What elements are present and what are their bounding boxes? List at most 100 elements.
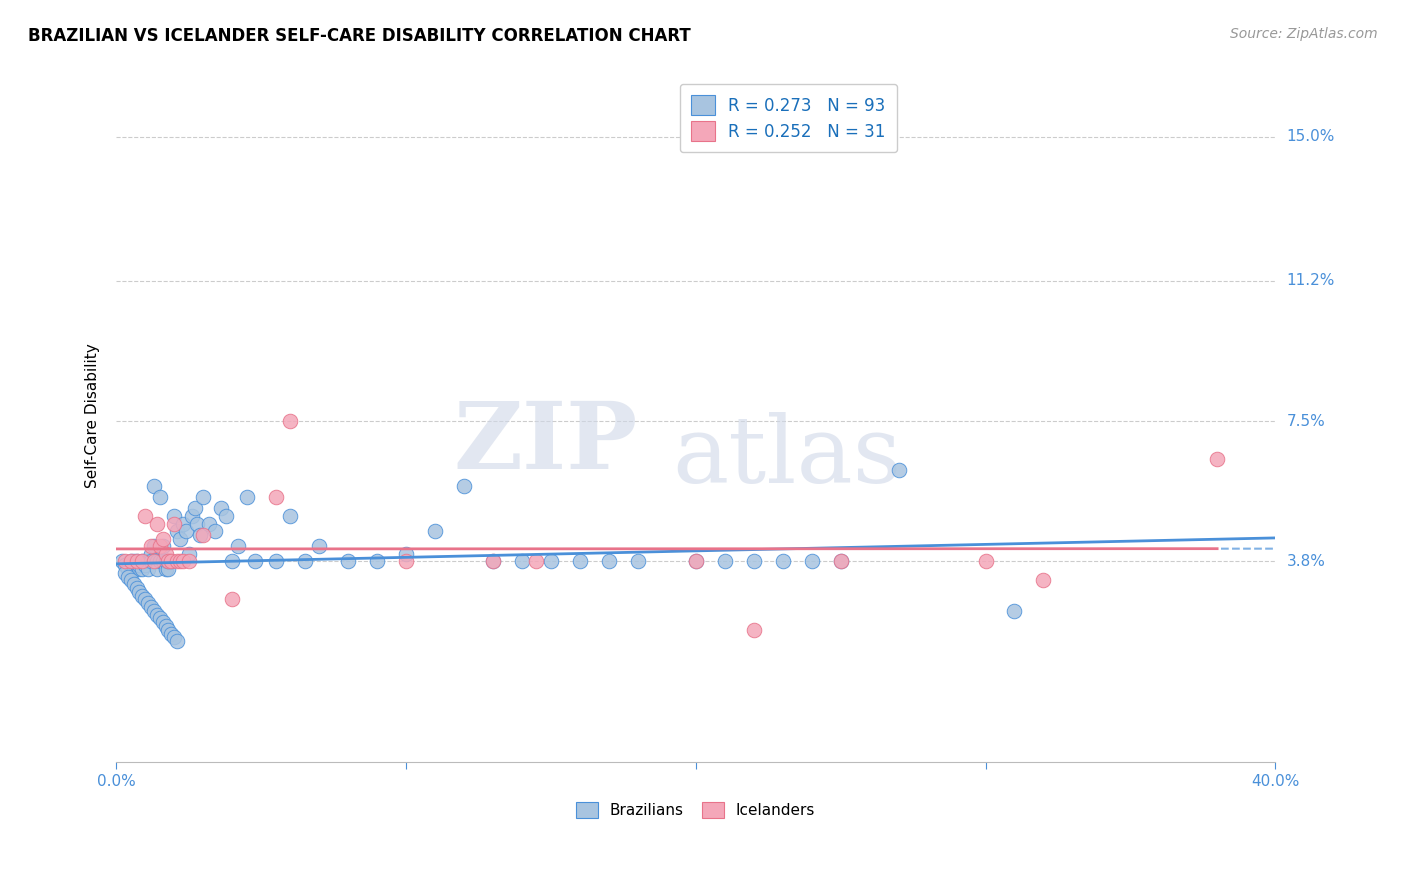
- Point: [568, 554, 591, 568]
- Point: [166, 524, 188, 538]
- Point: [183, 501, 205, 516]
- Point: [395, 554, 418, 568]
- Text: 15.0%: 15.0%: [1286, 129, 1334, 145]
- Point: [742, 554, 765, 568]
- Point: [122, 577, 145, 591]
- Point: [482, 554, 505, 568]
- Point: [134, 508, 156, 523]
- Text: ZIP: ZIP: [454, 398, 638, 488]
- Point: [131, 589, 153, 603]
- Point: [131, 562, 153, 576]
- Point: [157, 554, 180, 568]
- Point: [163, 630, 186, 644]
- Point: [122, 554, 145, 568]
- Text: 3.8%: 3.8%: [1286, 554, 1326, 569]
- Y-axis label: Self-Care Disability: Self-Care Disability: [86, 343, 100, 488]
- Point: [142, 554, 165, 568]
- Point: [172, 516, 194, 531]
- Point: [221, 592, 243, 607]
- Point: [186, 516, 208, 531]
- Point: [134, 592, 156, 607]
- Point: [974, 554, 997, 568]
- Point: [453, 478, 475, 492]
- Point: [122, 562, 145, 576]
- Point: [627, 554, 650, 568]
- Point: [152, 539, 174, 553]
- Point: [160, 554, 183, 568]
- Point: [146, 516, 169, 531]
- Point: [131, 554, 153, 568]
- Text: BRAZILIAN VS ICELANDER SELF-CARE DISABILITY CORRELATION CHART: BRAZILIAN VS ICELANDER SELF-CARE DISABIL…: [28, 27, 690, 45]
- Point: [1206, 452, 1229, 467]
- Point: [139, 599, 162, 614]
- Point: [163, 516, 186, 531]
- Point: [128, 558, 150, 573]
- Point: [188, 528, 211, 542]
- Point: [155, 619, 177, 633]
- Point: [128, 584, 150, 599]
- Point: [540, 554, 562, 568]
- Point: [598, 554, 620, 568]
- Point: [685, 554, 707, 568]
- Point: [139, 547, 162, 561]
- Point: [245, 554, 267, 568]
- Point: [146, 607, 169, 622]
- Point: [155, 554, 177, 568]
- Point: [157, 554, 180, 568]
- Point: [713, 554, 735, 568]
- Point: [125, 558, 148, 573]
- Point: [742, 623, 765, 637]
- Point: [337, 554, 360, 568]
- Point: [180, 508, 202, 523]
- Point: [226, 539, 249, 553]
- Point: [120, 566, 142, 580]
- Point: [526, 554, 548, 568]
- Point: [128, 562, 150, 576]
- Point: [800, 554, 823, 568]
- Point: [278, 508, 301, 523]
- Point: [830, 554, 852, 568]
- Point: [152, 554, 174, 568]
- Point: [125, 581, 148, 595]
- Point: [169, 532, 191, 546]
- Point: [149, 539, 172, 553]
- Point: [120, 574, 142, 588]
- Point: [117, 562, 139, 576]
- Point: [149, 554, 172, 568]
- Point: [294, 554, 316, 568]
- Point: [264, 490, 287, 504]
- Text: Source: ZipAtlas.com: Source: ZipAtlas.com: [1230, 27, 1378, 41]
- Point: [366, 554, 388, 568]
- Point: [155, 562, 177, 576]
- Point: [204, 524, 226, 538]
- Point: [142, 539, 165, 553]
- Point: [887, 463, 910, 477]
- Point: [131, 554, 153, 568]
- Point: [125, 554, 148, 568]
- Point: [278, 414, 301, 428]
- Point: [134, 554, 156, 568]
- Point: [174, 524, 197, 538]
- Point: [264, 554, 287, 568]
- Point: [198, 516, 221, 531]
- Point: [146, 554, 169, 568]
- Point: [1032, 574, 1054, 588]
- Point: [146, 562, 169, 576]
- Legend: Brazilians, Icelanders: Brazilians, Icelanders: [571, 796, 821, 824]
- Text: 7.5%: 7.5%: [1286, 414, 1324, 429]
- Point: [152, 532, 174, 546]
- Point: [177, 547, 200, 561]
- Point: [149, 611, 172, 625]
- Point: [120, 554, 142, 568]
- Point: [152, 615, 174, 629]
- Point: [830, 554, 852, 568]
- Point: [423, 524, 446, 538]
- Point: [120, 554, 142, 568]
- Point: [114, 566, 136, 580]
- Point: [139, 554, 162, 568]
- Point: [160, 554, 183, 568]
- Point: [209, 501, 232, 516]
- Point: [510, 554, 533, 568]
- Point: [125, 554, 148, 568]
- Point: [139, 539, 162, 553]
